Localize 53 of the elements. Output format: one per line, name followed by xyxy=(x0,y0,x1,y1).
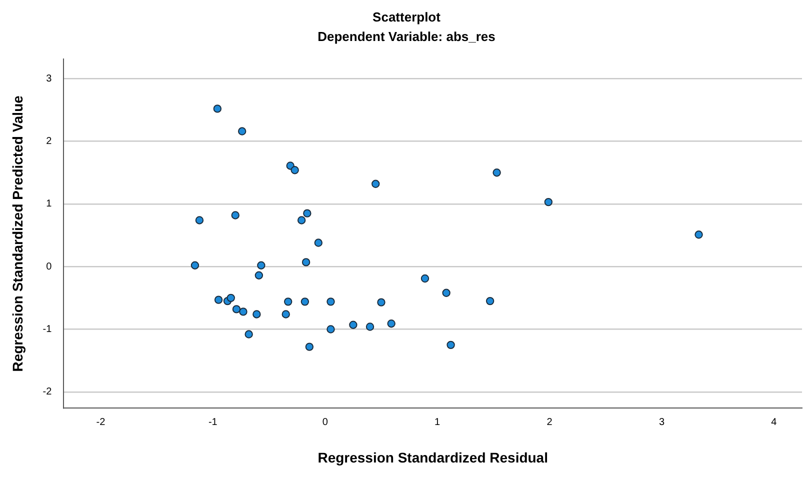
x-tick-label: 0 xyxy=(322,416,328,428)
y-tick-label: 1 xyxy=(46,198,52,210)
point xyxy=(214,296,223,304)
x-tick-label: -1 xyxy=(208,416,218,428)
point xyxy=(387,320,396,328)
chart-title: Scatterplot xyxy=(372,9,442,24)
point xyxy=(232,305,241,314)
point xyxy=(492,168,501,177)
point xyxy=(326,298,335,306)
y-tick-label: 3 xyxy=(46,73,52,84)
x-tick-label: -2 xyxy=(96,416,106,428)
point xyxy=(420,274,430,283)
point xyxy=(377,298,386,306)
point xyxy=(195,216,204,224)
x-tick-label: 4 xyxy=(771,416,778,428)
y-tick-label: 0 xyxy=(46,261,52,272)
y-tick-label: -2 xyxy=(42,386,52,398)
point xyxy=(305,342,314,351)
point xyxy=(254,271,264,280)
point xyxy=(694,230,703,239)
point xyxy=(190,261,200,270)
x-tick-label: 1 xyxy=(434,416,441,428)
point xyxy=(314,238,322,247)
point xyxy=(252,310,261,318)
x-tick-label: 2 xyxy=(546,416,553,428)
point xyxy=(257,261,266,270)
point xyxy=(244,330,253,338)
y-axis-title: Regression Standardized Predicted Value xyxy=(9,95,26,372)
point xyxy=(282,310,290,318)
y-tick-label: -1 xyxy=(42,324,52,335)
point xyxy=(372,180,380,188)
point xyxy=(349,320,358,329)
point xyxy=(446,340,455,350)
point xyxy=(297,216,306,224)
x-tick-label: 3 xyxy=(658,416,665,428)
point xyxy=(326,325,335,334)
point xyxy=(303,209,312,218)
point xyxy=(231,211,240,220)
point xyxy=(284,298,292,306)
point xyxy=(213,104,222,113)
x-axis-title: Regression Standardized Residual xyxy=(318,449,548,466)
point xyxy=(239,308,248,316)
point xyxy=(366,322,374,331)
y-tick-label: 2 xyxy=(46,136,52,148)
chart-subtitle: Dependent Variable: abs_res xyxy=(318,28,496,44)
point xyxy=(226,294,235,302)
point xyxy=(486,296,494,306)
point xyxy=(290,166,299,174)
point xyxy=(302,258,310,266)
point xyxy=(238,127,246,136)
point xyxy=(300,298,310,306)
point xyxy=(442,288,450,298)
point xyxy=(544,198,553,206)
